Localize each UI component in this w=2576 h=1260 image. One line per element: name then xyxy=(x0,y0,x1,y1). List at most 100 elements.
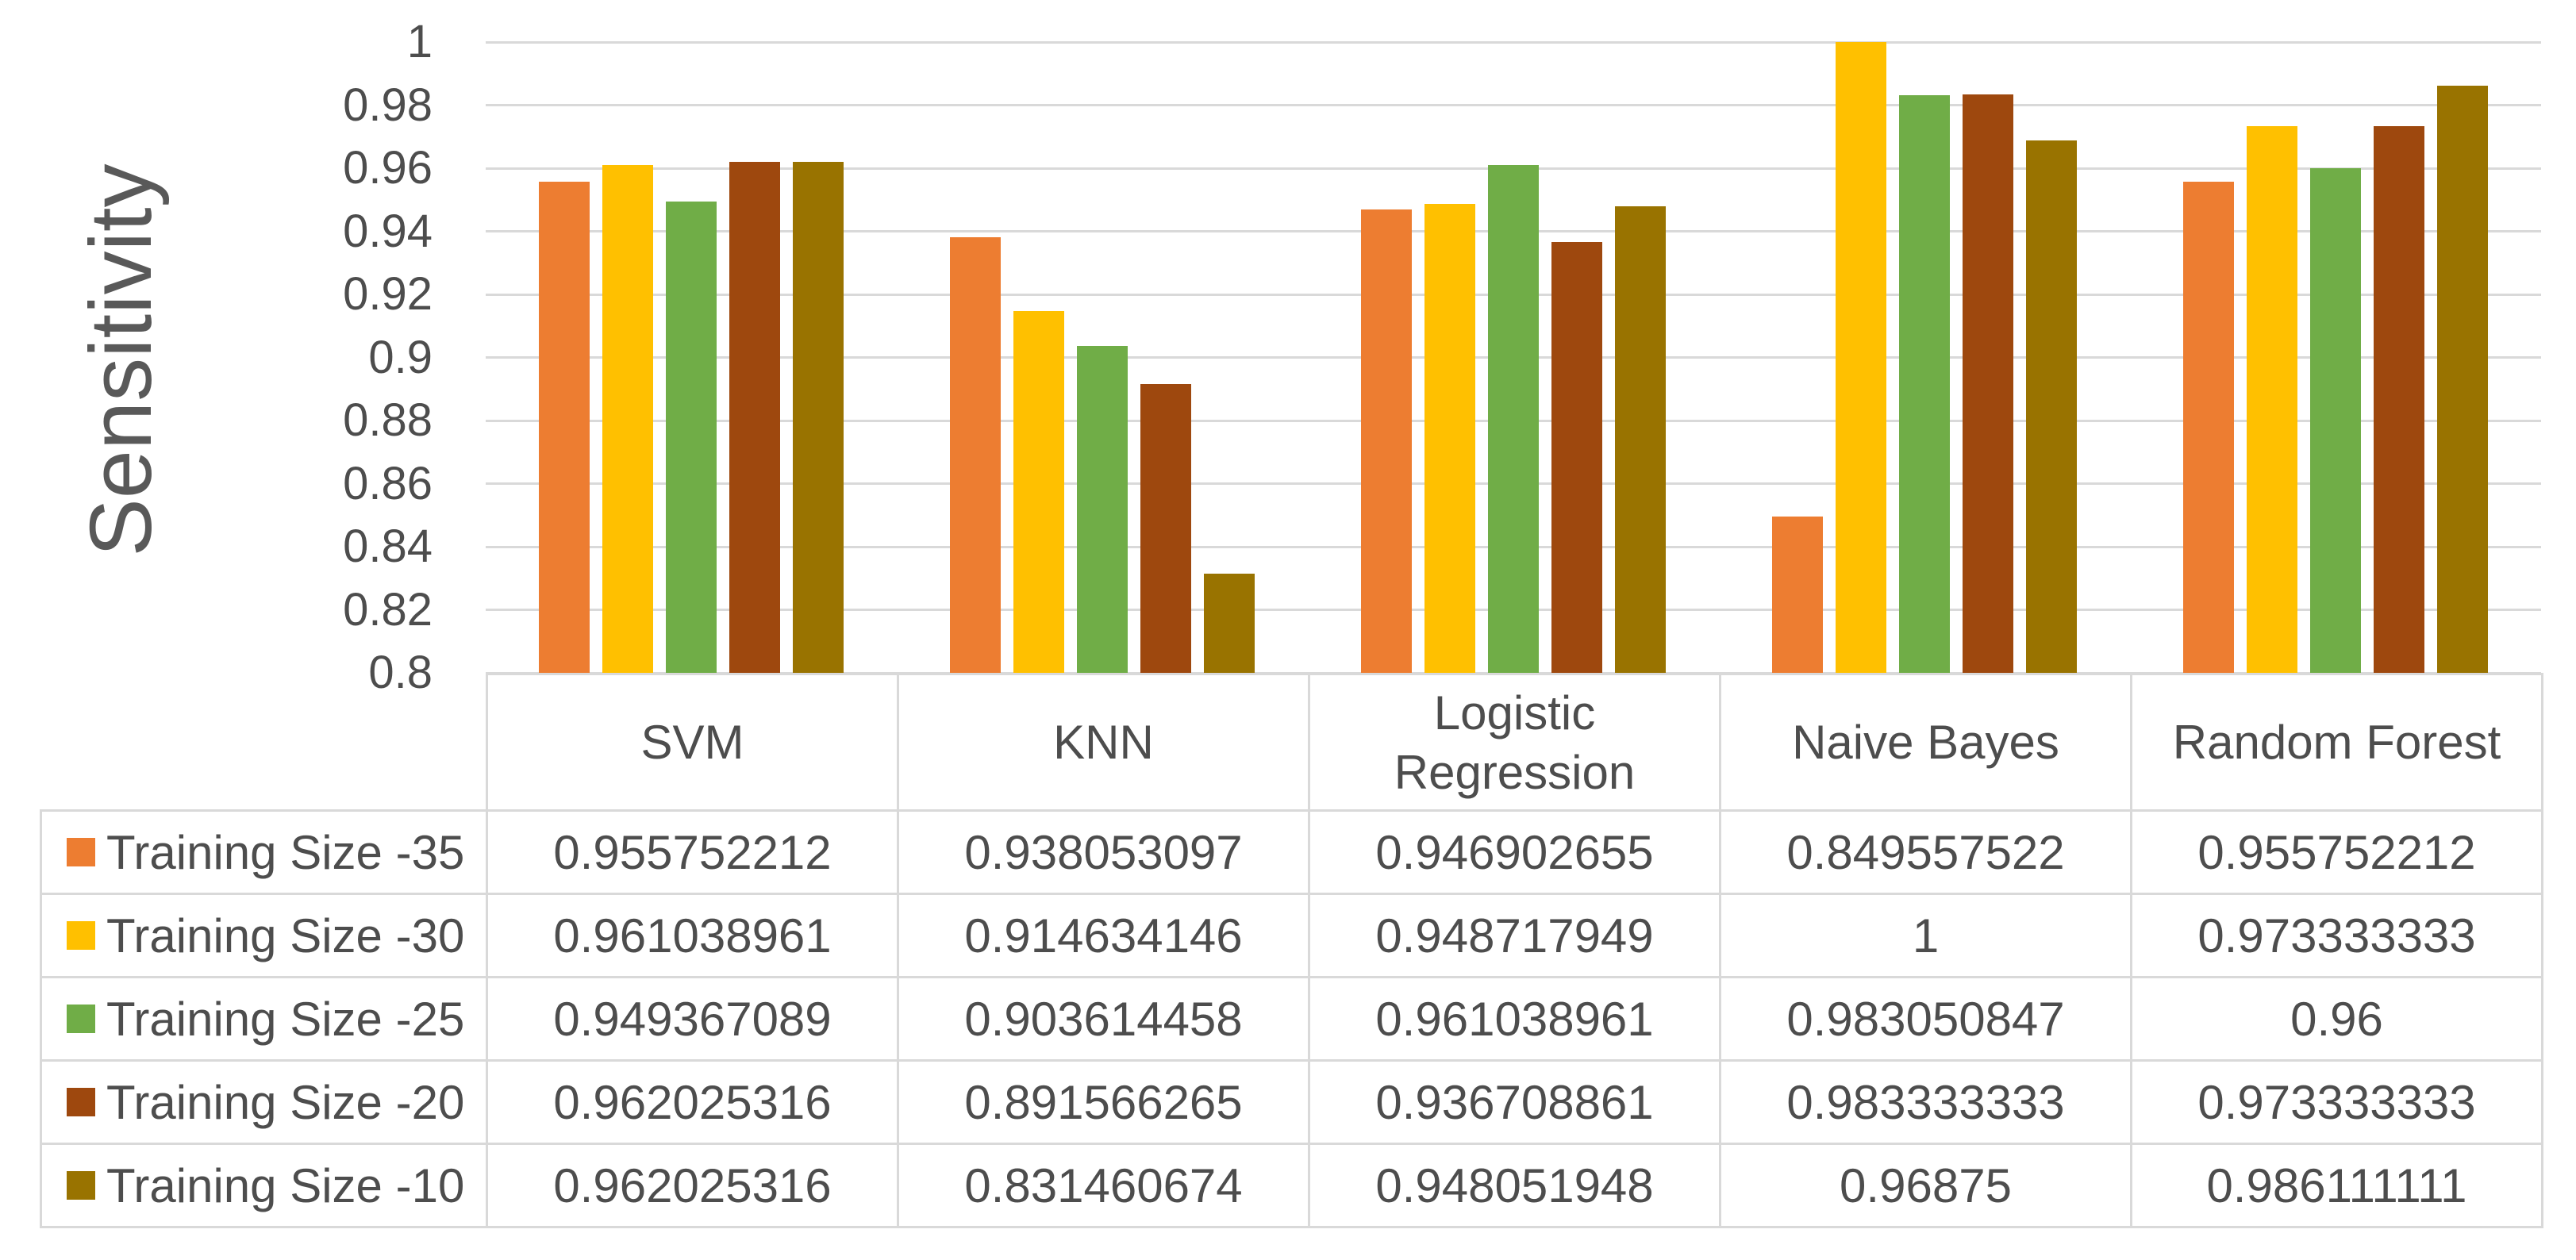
column-header-knn: KNN xyxy=(897,673,1310,812)
series-row-training-size-30: Training Size -30 0.961038961 0.914634146 0… xyxy=(40,893,2543,978)
data-table: SVM KNN Logistic Regression Naive Bayes Rand… xyxy=(40,673,2543,1228)
legend-key-icon xyxy=(67,921,95,950)
bar-training-size-30-random-forest xyxy=(2247,126,2297,673)
bar-group-random-forest xyxy=(2130,42,2541,673)
bar-training-size-30-logistic-regression xyxy=(1424,203,1475,673)
column-header-naive-bayes: Naive Bayes xyxy=(1719,673,2132,812)
bar-training-size-30-knn xyxy=(1013,311,1064,673)
bar-training-size-35-logistic-regression xyxy=(1361,209,1412,673)
value-cell-training-size-35-random-forest: 0.955752212 xyxy=(2130,809,2543,895)
series-label-wrap: Training Size -35 xyxy=(44,825,485,880)
value-cell-training-size-10-svm: 0.962025316 xyxy=(486,1143,899,1228)
value-cell-training-size-30-naive-bayes: 1 xyxy=(1719,893,2132,978)
table-header-row: SVM KNN Logistic Regression Naive Bayes Rand… xyxy=(41,673,2543,812)
series-label-cell: Training Size -25 xyxy=(40,976,488,1062)
series-row-training-size-10: Training Size -10 0.962025316 0.831460674 0… xyxy=(40,1143,2543,1228)
y-tick-label: 1 xyxy=(406,16,433,67)
bar-training-size-20-random-forest xyxy=(2374,126,2424,673)
series-row-training-size-25: Training Size -25 0.949367089 0.903614458 0… xyxy=(40,976,2543,1062)
y-tick-label: 0.94 xyxy=(343,205,433,257)
bar-training-size-25-naive-bayes xyxy=(1899,95,1950,673)
bar-training-size-10-naive-bayes xyxy=(2026,140,2077,673)
series-row-training-size-35: Training Size -35 0.955752212 0.938053097 0… xyxy=(40,809,2543,895)
column-header-svm: SVM xyxy=(486,673,899,812)
bar-training-size-25-random-forest xyxy=(2310,168,2361,673)
y-tick-label: 0.86 xyxy=(343,457,433,509)
value-cell-training-size-25-naive-bayes: 0.983050847 xyxy=(1719,976,2132,1062)
value-cell-training-size-35-naive-bayes: 0.849557522 xyxy=(1719,809,2132,895)
value-cell-training-size-35-svm: 0.955752212 xyxy=(486,809,899,895)
bar-training-size-10-logistic-regression xyxy=(1615,206,1666,673)
value-cell-training-size-20-svm: 0.962025316 xyxy=(486,1059,899,1145)
bar-training-size-20-logistic-regression xyxy=(1551,241,1602,673)
y-axis-tick-labels: 1 0.98 0.96 0.94 0.92 0.9 0.88 0.86 0.84 0.82 0.8 xyxy=(0,0,433,714)
bar-training-size-35-svm xyxy=(539,181,590,673)
series-label-wrap: Training Size -20 xyxy=(44,1075,485,1130)
bar-training-size-25-logistic-regression xyxy=(1488,164,1539,673)
bar-training-size-10-knn xyxy=(1204,573,1255,673)
series-label-cell: Training Size -20 xyxy=(40,1059,488,1145)
value-cell-training-size-35-logistic-regression: 0.946902655 xyxy=(1308,809,1721,895)
y-tick-label: 0.9 xyxy=(368,331,433,383)
value-cell-training-size-10-random-forest: 0.986111111 xyxy=(2130,1143,2543,1228)
series-label: Training Size -35 xyxy=(106,825,465,879)
series-label: Training Size -25 xyxy=(106,992,465,1046)
value-cell-training-size-30-random-forest: 0.973333333 xyxy=(2130,893,2543,978)
bar-training-size-20-naive-bayes xyxy=(1963,94,2013,673)
value-cell-training-size-20-logistic-regression: 0.936708861 xyxy=(1308,1059,1721,1145)
plot-area xyxy=(486,40,2541,674)
value-cell-training-size-10-logistic-regression: 0.948051948 xyxy=(1308,1143,1721,1228)
value-cell-training-size-20-knn: 0.891566265 xyxy=(897,1059,1310,1145)
series-label-cell: Training Size -10 xyxy=(40,1143,488,1228)
table-corner-blank xyxy=(41,674,487,811)
series-label-cell: Training Size -30 xyxy=(40,893,488,978)
value-cell-training-size-25-random-forest: 0.96 xyxy=(2130,976,2543,1062)
series-label: Training Size -10 xyxy=(106,1158,465,1212)
bar-training-size-35-knn xyxy=(950,237,1001,673)
bar-training-size-25-svm xyxy=(666,202,717,673)
y-tick-label: 0.98 xyxy=(343,79,433,131)
y-tick-label: 0.92 xyxy=(343,268,433,320)
series-label-cell: Training Size -35 xyxy=(40,809,488,895)
bar-training-size-10-random-forest xyxy=(2437,86,2488,673)
value-cell-training-size-30-svm: 0.961038961 xyxy=(486,893,899,978)
series-label-wrap: Training Size -30 xyxy=(44,909,485,963)
value-cell-training-size-20-naive-bayes: 0.983333333 xyxy=(1719,1059,2132,1145)
series-label: Training Size -30 xyxy=(106,909,465,962)
series-row-training-size-20: Training Size -20 0.962025316 0.891566265 0… xyxy=(40,1059,2543,1145)
value-cell-training-size-25-knn: 0.903614458 xyxy=(897,976,1310,1062)
value-cell-training-size-20-random-forest: 0.973333333 xyxy=(2130,1059,2543,1145)
bar-training-size-25-knn xyxy=(1077,346,1128,673)
bar-group-logistic-regression xyxy=(1308,42,1719,673)
y-tick-label: 0.82 xyxy=(343,583,433,636)
column-header-random-forest: Random Forest xyxy=(2130,673,2543,812)
value-cell-training-size-10-knn: 0.831460674 xyxy=(897,1143,1310,1228)
bar-training-size-35-naive-bayes xyxy=(1772,517,1823,673)
series-label-wrap: Training Size -10 xyxy=(44,1158,485,1213)
gridline xyxy=(486,104,2541,106)
legend-key-icon xyxy=(67,1088,95,1116)
value-cell-training-size-35-knn: 0.938053097 xyxy=(897,809,1310,895)
bar-group-svm xyxy=(486,42,897,673)
value-cell-training-size-10-naive-bayes: 0.96875 xyxy=(1719,1143,2132,1228)
legend-key-icon xyxy=(67,838,95,866)
y-tick-label: 0.84 xyxy=(343,521,433,572)
y-tick-label: 0.96 xyxy=(343,142,433,194)
y-tick-label: 0.88 xyxy=(343,394,433,446)
bar-training-size-30-naive-bayes xyxy=(1836,42,1886,673)
series-label: Training Size -20 xyxy=(106,1075,465,1129)
bar-training-size-30-svm xyxy=(602,164,653,673)
bar-group-knn xyxy=(897,42,1308,673)
bar-training-size-35-random-forest xyxy=(2183,181,2234,673)
bar-training-size-20-knn xyxy=(1140,384,1191,673)
series-label-wrap: Training Size -25 xyxy=(44,992,485,1047)
bar-training-size-20-svm xyxy=(729,161,780,673)
value-cell-training-size-25-svm: 0.949367089 xyxy=(486,976,899,1062)
gridline xyxy=(486,671,2541,674)
bar-training-size-10-svm xyxy=(793,161,844,673)
legend-key-icon xyxy=(67,1005,95,1033)
bar-group-naive-bayes xyxy=(1719,42,2130,673)
column-header-logistic-regression: Logistic Regression xyxy=(1308,673,1721,812)
value-cell-training-size-30-knn: 0.914634146 xyxy=(897,893,1310,978)
